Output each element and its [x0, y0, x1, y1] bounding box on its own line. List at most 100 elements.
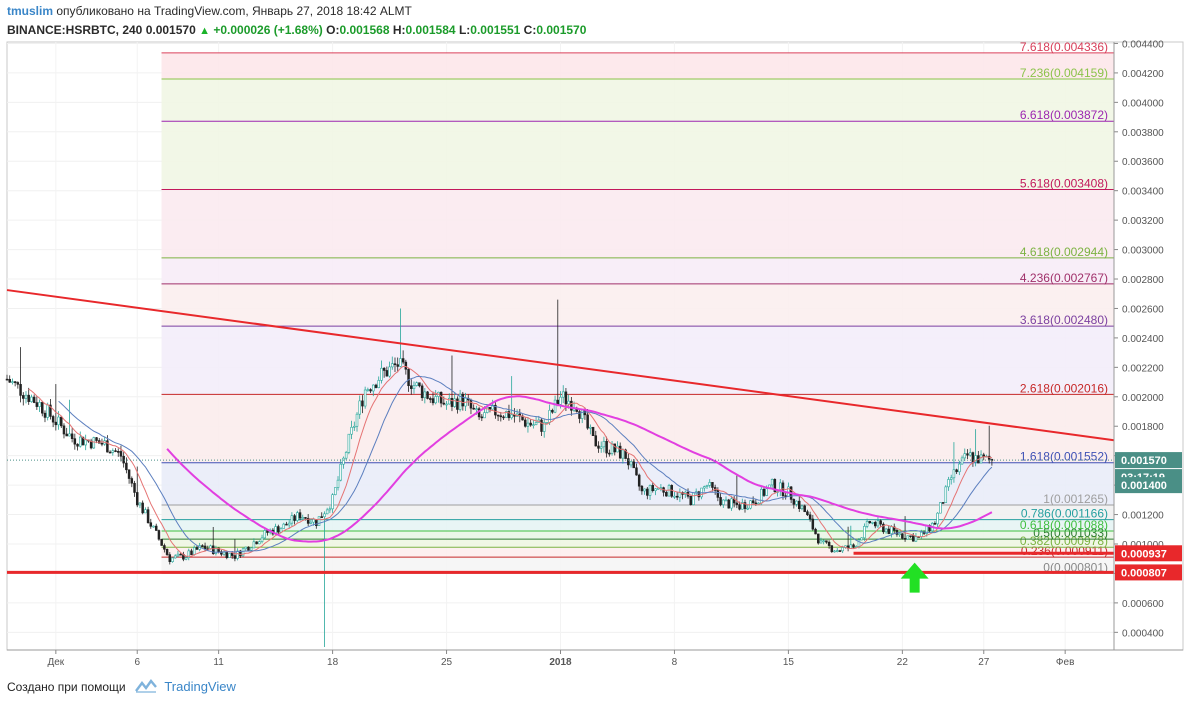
candle-body	[814, 528, 817, 535]
candle-body	[46, 404, 49, 418]
candle-body	[176, 553, 180, 557]
candle-body	[434, 396, 437, 404]
candle-body	[792, 499, 796, 505]
fib-level-label: 0(0.000801)	[1043, 560, 1108, 574]
candle-body	[526, 422, 530, 427]
x-tick-label: 22	[897, 657, 909, 668]
candle-body	[84, 439, 87, 446]
candle-body	[374, 384, 378, 388]
fib-level-label: 0.618(0.001088)	[1020, 518, 1108, 532]
candle-body	[613, 443, 617, 453]
candle-body	[285, 523, 288, 526]
candle-body	[108, 451, 112, 454]
fib-zone	[161, 326, 1114, 395]
price-tag-2-text: 0.001400	[1121, 480, 1167, 492]
candle-body	[68, 433, 71, 437]
candle-body	[260, 537, 264, 542]
candle-body	[556, 399, 560, 405]
ma-long-line	[166, 395, 993, 543]
candle-body	[632, 461, 636, 469]
candle-body	[703, 486, 706, 489]
candle-body	[890, 526, 893, 534]
x-tick-label: 8	[672, 657, 678, 668]
candle-body	[958, 463, 961, 473]
candle-body	[187, 550, 191, 558]
y-tick-label: 0.000600	[1122, 599, 1164, 610]
x-tick-label: Фев	[1056, 657, 1074, 668]
candle-body	[808, 514, 812, 520]
candle-body	[743, 502, 747, 509]
ma-mid-line	[58, 375, 993, 553]
candle-body	[903, 538, 907, 540]
candle-body	[689, 496, 692, 506]
candle-body	[385, 370, 389, 377]
candle-body	[608, 452, 611, 455]
candle-body	[979, 454, 983, 464]
candle-body	[485, 407, 489, 413]
author-username[interactable]: tmuslim	[7, 4, 54, 18]
fib-level-label: 6.618(0.003872)	[1020, 108, 1108, 122]
candle-body	[391, 363, 394, 368]
candle-body	[949, 477, 953, 480]
candle-body	[445, 403, 448, 406]
candle-body	[637, 474, 641, 487]
arrow-up-icon	[900, 562, 929, 593]
fib-level-label: 2.618(0.002016)	[1020, 381, 1108, 395]
candle-body	[711, 482, 714, 488]
footer: Создано при помощи TradingView	[7, 679, 236, 696]
candle-body	[529, 422, 532, 426]
x-tick-label: 11	[213, 657, 224, 668]
candle-body	[141, 502, 144, 514]
candle-body	[418, 382, 421, 387]
candle-body	[372, 384, 375, 392]
support-tag-2	[1115, 564, 1182, 581]
x-tick-label: 27	[978, 657, 990, 668]
candle-body	[19, 384, 22, 396]
candle-body	[507, 411, 511, 419]
candle-body	[852, 544, 855, 548]
fib-zone	[161, 78, 1114, 122]
candle-body	[618, 445, 622, 459]
y-tick-label: 0.002600	[1122, 304, 1164, 315]
fib-level-label: 5.618(0.003408)	[1020, 177, 1108, 191]
candle-body	[716, 490, 720, 498]
candle-body	[217, 547, 220, 552]
candle-body	[263, 530, 267, 539]
candle-body	[439, 391, 443, 404]
candle-body	[887, 528, 891, 534]
candle-body	[461, 393, 465, 407]
y-tick-label: 0.002200	[1122, 363, 1164, 374]
candle-body	[306, 517, 310, 524]
candle-body	[412, 385, 416, 389]
candle-body	[377, 380, 380, 388]
y-tick-label: 0.003800	[1122, 128, 1164, 139]
candle-body	[431, 398, 435, 404]
fib-zone	[161, 539, 1114, 548]
fib-zone	[161, 547, 1114, 558]
candle-body	[876, 520, 880, 527]
candle-body	[635, 467, 638, 476]
ma-fast-line	[28, 365, 993, 557]
candle-body	[646, 488, 649, 496]
candle-body	[548, 409, 551, 423]
tradingview-brand-link[interactable]: TradingView	[164, 679, 236, 694]
candle-body	[152, 525, 155, 528]
candle-body	[149, 522, 153, 527]
candle-body	[282, 523, 285, 529]
fib-zone	[161, 531, 1114, 540]
candle-body	[589, 426, 592, 429]
candle-body	[675, 495, 679, 498]
fib-level-label: 4.236(0.002767)	[1020, 271, 1108, 285]
candle-body	[27, 394, 30, 402]
candle-body	[760, 488, 763, 504]
candle-body	[184, 557, 188, 560]
support-tag-2-text: 0.000807	[1121, 567, 1167, 579]
candle-body	[60, 416, 63, 427]
candle-body	[909, 535, 912, 538]
candle-body	[247, 546, 250, 551]
fib-level-label: 1.618(0.001552)	[1020, 450, 1108, 464]
candle-body	[928, 524, 931, 532]
candle-body	[480, 416, 484, 419]
candle-body	[11, 381, 14, 383]
